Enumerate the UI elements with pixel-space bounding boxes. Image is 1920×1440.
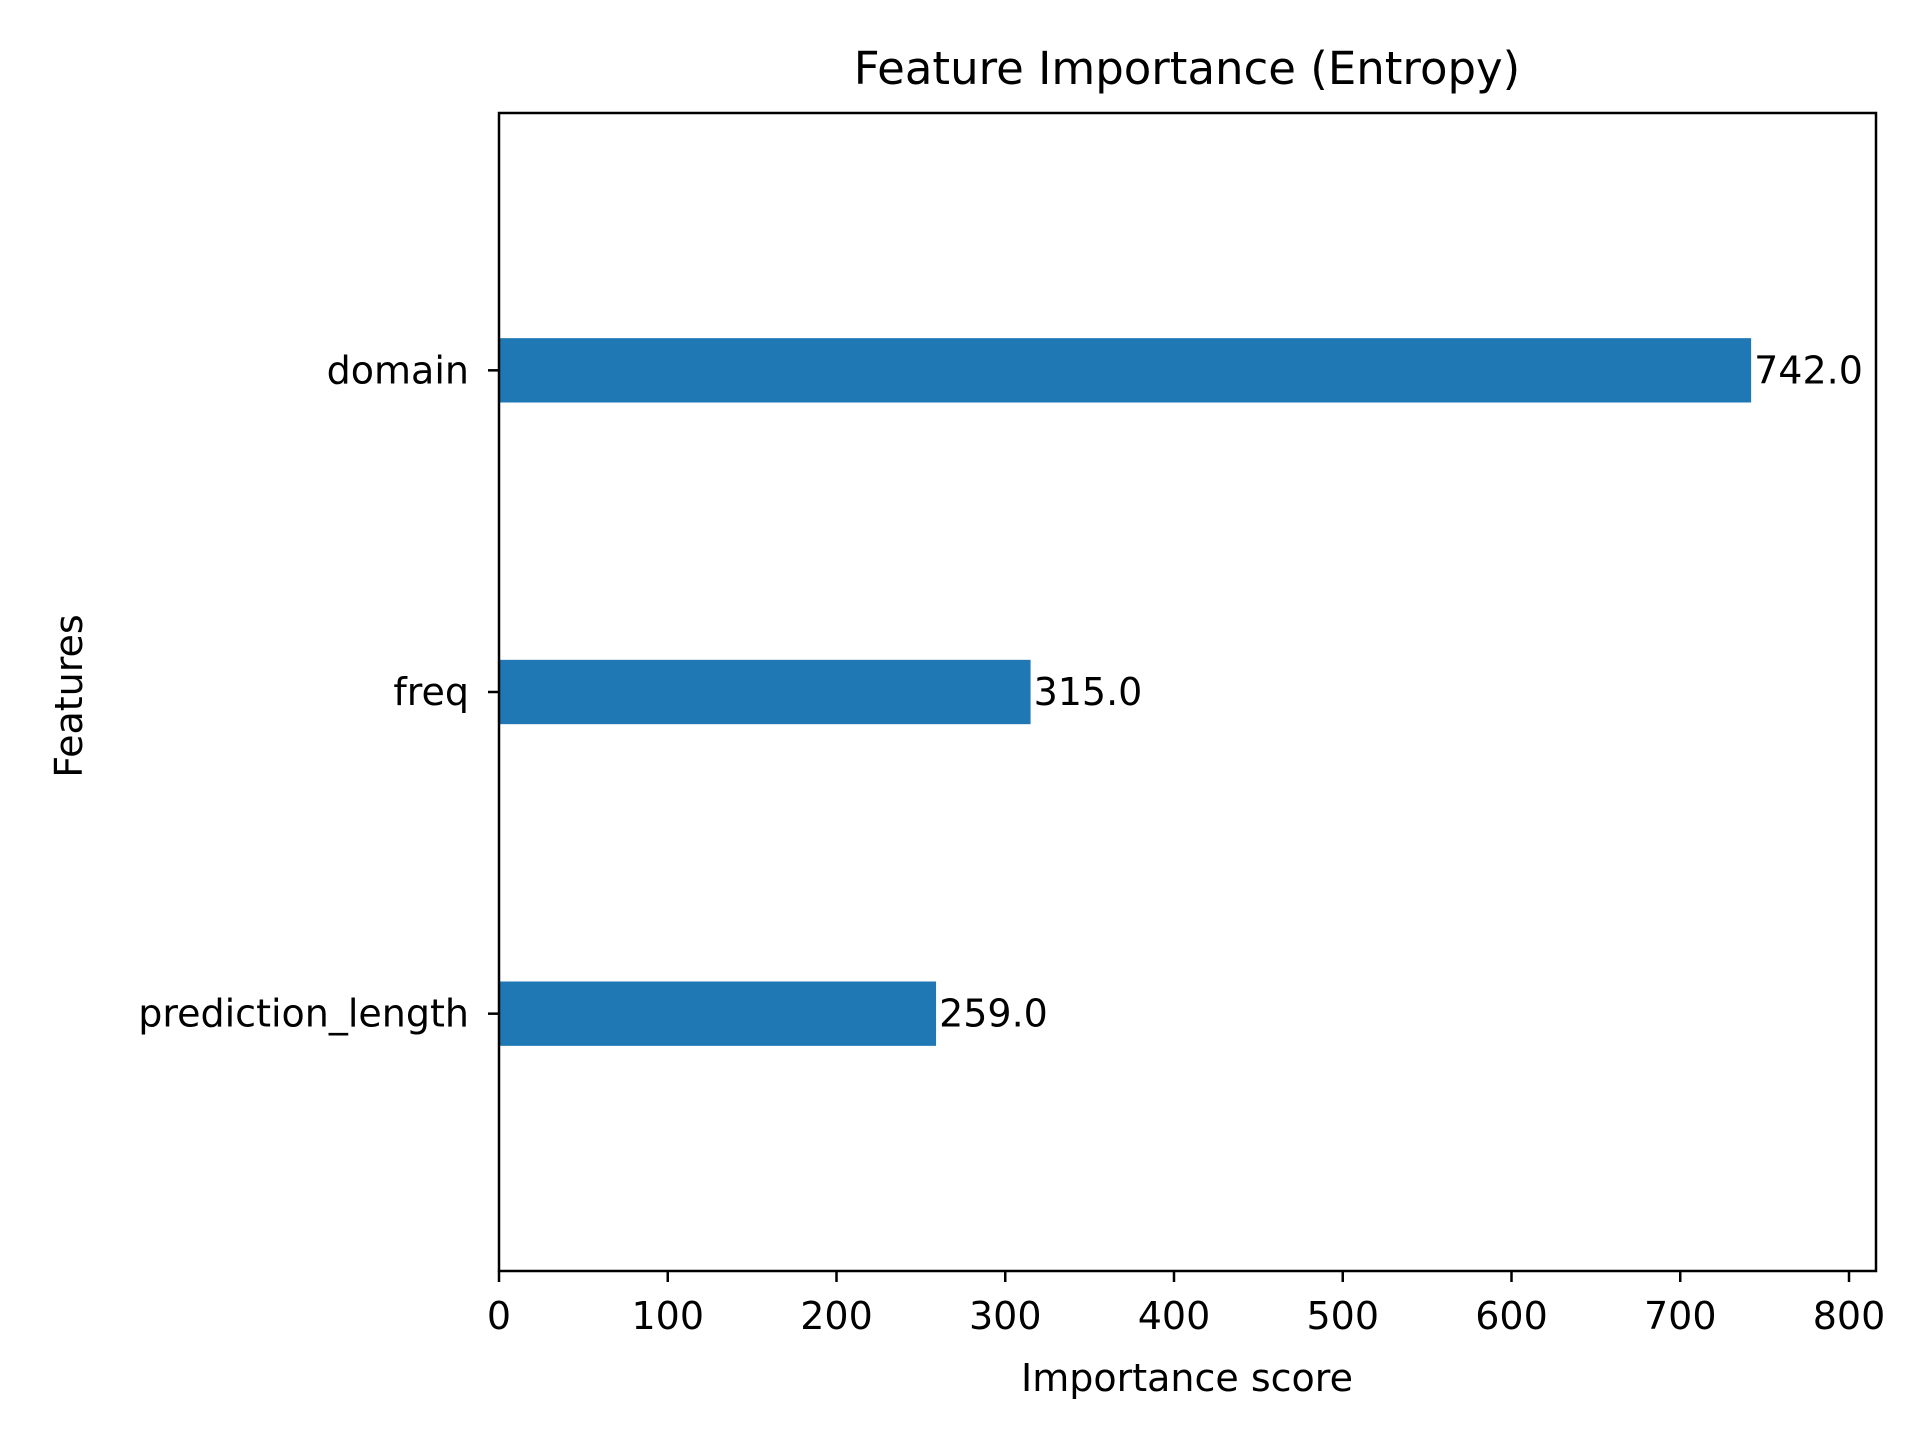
x-tick-label-600: 600 <box>1475 1294 1548 1338</box>
bar-domain <box>499 338 1752 403</box>
y-tick-label-domain: domain <box>327 348 469 392</box>
x-tick-label-500: 500 <box>1306 1294 1379 1338</box>
x-tick-label-100: 100 <box>631 1294 704 1338</box>
plot-frame <box>497 111 1878 1273</box>
x-tick-label-300: 300 <box>969 1294 1042 1338</box>
value-label-prediction-length: 259.0 <box>939 992 1048 1036</box>
bars-layer <box>499 338 1752 1046</box>
x-axis: 0 100 200 300 400 500 600 700 800 <box>487 1271 1885 1338</box>
y-tick-label-prediction-length: prediction_length <box>138 992 469 1036</box>
chart-title: Feature Importance (Entropy) <box>854 42 1520 95</box>
x-axis-title: Importance score <box>1021 1356 1353 1400</box>
x-tick-label-700: 700 <box>1644 1294 1717 1338</box>
y-axis-title: Features <box>47 614 91 777</box>
x-tick-label-800: 800 <box>1813 1294 1886 1338</box>
value-labels-layer: 742.0 315.0 259.0 <box>939 348 1863 1035</box>
y-tick-label-freq: freq <box>393 670 469 714</box>
x-tick-label-0: 0 <box>487 1294 511 1338</box>
y-axis: domain freq prediction_length <box>138 348 499 1036</box>
bar-prediction-length <box>499 981 937 1046</box>
x-tick-label-200: 200 <box>800 1294 873 1338</box>
x-tick-label-400: 400 <box>1138 1294 1211 1338</box>
bar-freq <box>499 659 1031 725</box>
value-label-domain: 742.0 <box>1754 348 1863 392</box>
value-label-freq: 315.0 <box>1034 670 1143 714</box>
